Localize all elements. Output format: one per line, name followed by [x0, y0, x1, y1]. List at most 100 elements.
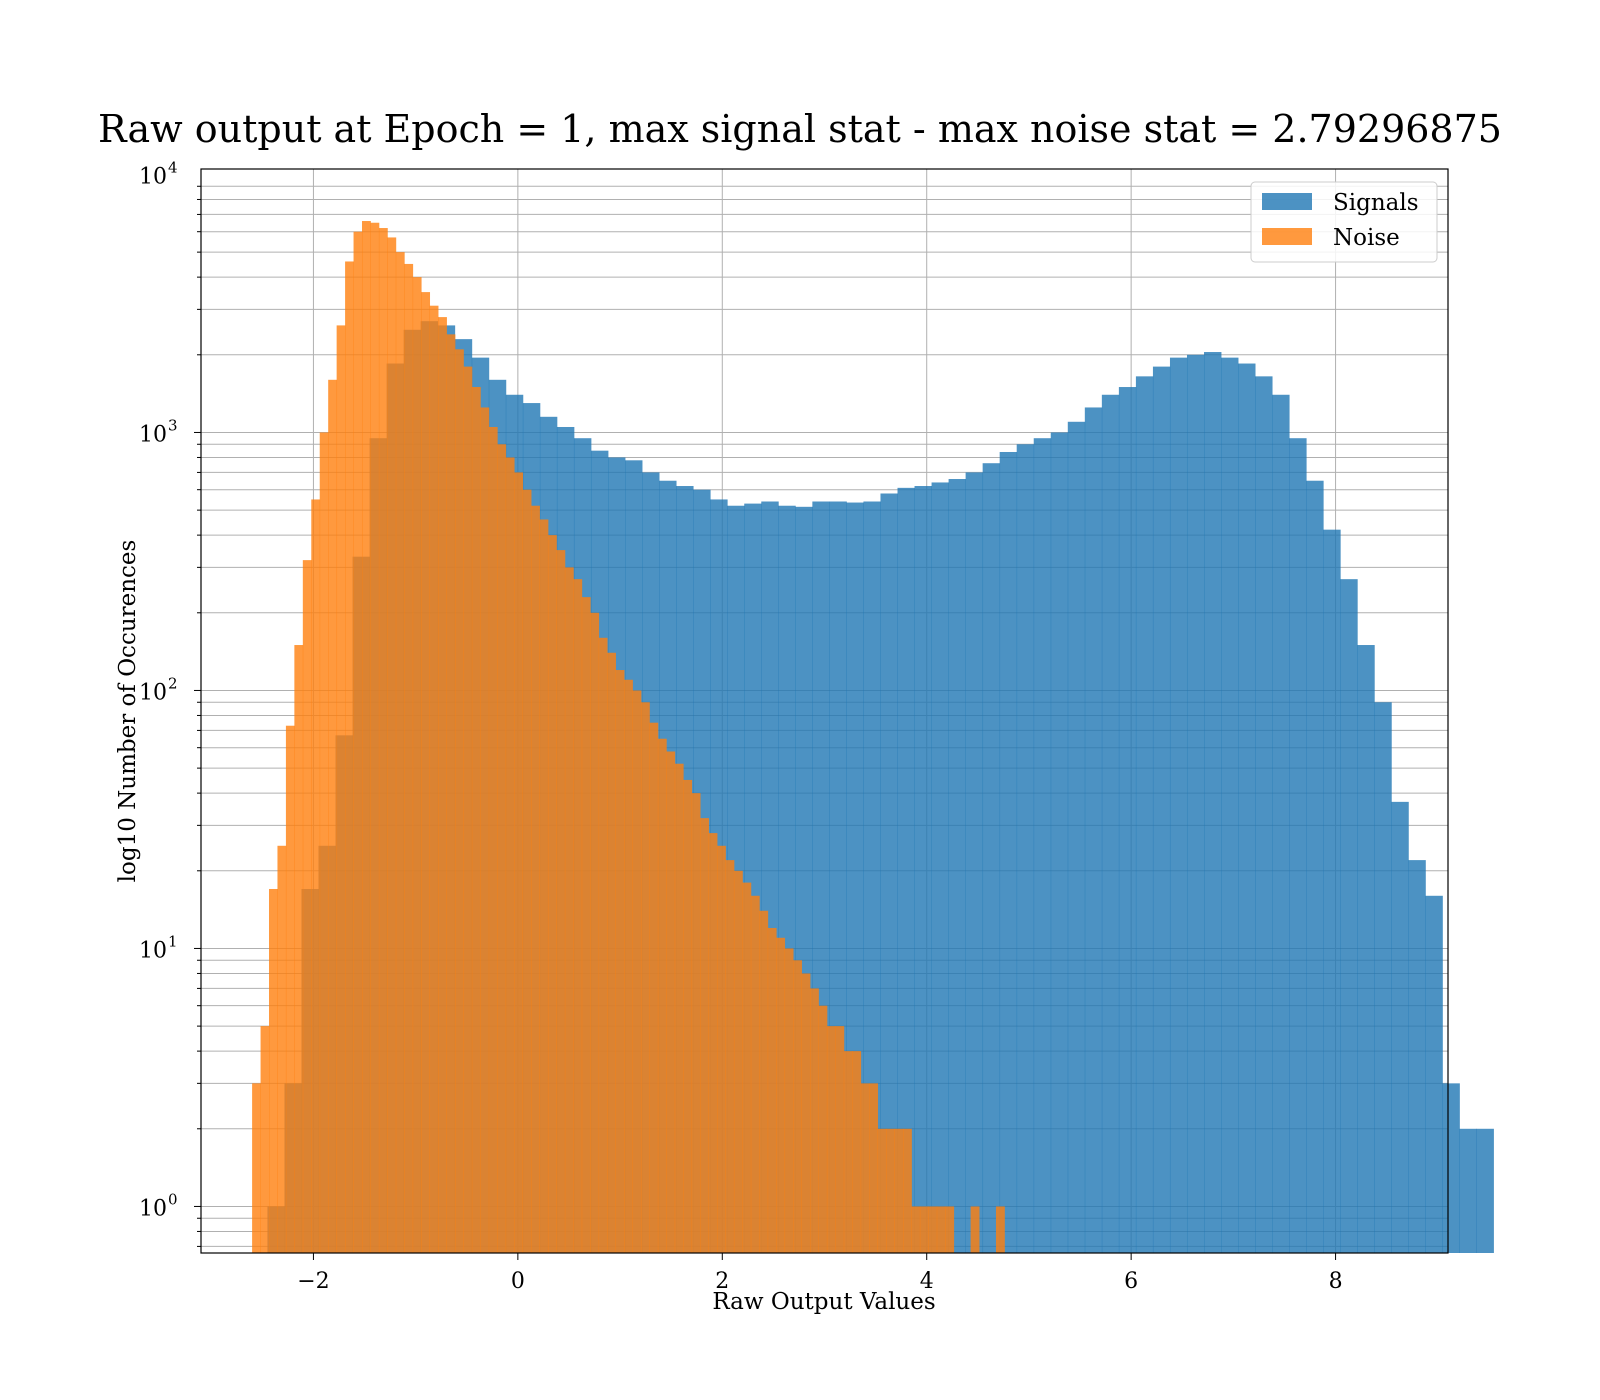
histogram-bar-signals [1272, 394, 1290, 1253]
legend-label-signals: Signals [1333, 190, 1419, 216]
histogram-bar-signals [1459, 1128, 1477, 1253]
histogram-bar-noise [607, 652, 616, 1253]
histogram-bar-noise [514, 472, 524, 1253]
histogram-bar-noise [886, 1128, 895, 1253]
histogram-bar-noise [361, 221, 371, 1254]
histogram-bar-noise [480, 407, 490, 1253]
histogram-bar-noise [970, 1206, 980, 1253]
histogram-bar-signals [1255, 376, 1273, 1253]
histogram-bar-noise [421, 292, 431, 1254]
histogram-bar-signals [1476, 1128, 1494, 1253]
series-noise [252, 221, 1005, 1254]
histogram-bar-noise [277, 845, 287, 1253]
histogram-bar-noise [522, 489, 532, 1254]
histogram-bar-signals [914, 486, 932, 1254]
histogram-bar-noise [590, 612, 600, 1253]
histogram-bar-signals [1340, 579, 1358, 1253]
histogram-bar-signals [999, 451, 1018, 1253]
histogram-bar-noise [894, 1128, 904, 1253]
histogram-bar-noise [378, 228, 388, 1253]
x-tick-label: 2 [715, 1269, 729, 1294]
histogram-bar-noise [869, 1083, 879, 1253]
histogram-bar-noise [429, 305, 439, 1253]
histogram-bar-noise [852, 1051, 862, 1253]
histogram-bar-noise [902, 1128, 912, 1253]
y-tick-label: 10 [139, 680, 167, 705]
histogram-bar-noise [598, 637, 608, 1253]
histogram-bar-signals [1357, 645, 1375, 1253]
histogram-bar-signals [1221, 357, 1239, 1253]
histogram-bar-noise [860, 1083, 870, 1253]
histogram-bar-noise [556, 550, 566, 1253]
histogram-bar-noise [818, 1005, 828, 1253]
histogram-bar-noise [505, 457, 515, 1253]
plot-frame [200, 168, 1449, 1254]
histogram-bar-noise [328, 379, 338, 1253]
histogram-bar-signals [1391, 801, 1409, 1253]
histogram-bar-signals [897, 487, 915, 1253]
histogram-bar-signals [1238, 363, 1256, 1254]
histogram-bar-noise [733, 870, 743, 1253]
histogram-bar-signals [1374, 702, 1392, 1253]
histogram-bar-noise [285, 725, 295, 1253]
histogram-bar-noise [759, 910, 769, 1253]
histogram-bar-noise [319, 432, 329, 1253]
histogram-bar-noise [810, 988, 819, 1253]
histogram-bar-noise [539, 519, 549, 1253]
histogram-bar-signals [880, 493, 898, 1253]
histogram-bar-noise [404, 263, 414, 1253]
histogram-bar-signals [982, 463, 1001, 1253]
histogram-bar-signals [1135, 376, 1154, 1253]
histogram-bar-noise [919, 1206, 929, 1253]
histogram-bar-noise [793, 960, 802, 1253]
histogram-bar-noise [666, 751, 676, 1253]
histogram-bar-noise [640, 702, 650, 1253]
histogram-bar-noise [336, 325, 346, 1254]
histogram-bar-noise [387, 237, 397, 1253]
histogram-bar-noise [767, 928, 777, 1253]
histogram-bar-noise [776, 937, 786, 1253]
y-tick-exponent: 1 [168, 932, 178, 950]
x-tick-label: 4 [920, 1269, 934, 1294]
histogram-bar-signals [948, 479, 967, 1254]
histogram-bar-signals [1118, 387, 1137, 1253]
histogram-bar-signals [1101, 394, 1120, 1253]
histogram-bar-noise [252, 1083, 261, 1253]
histogram-bar-signals [1408, 860, 1426, 1253]
histogram-bar-noise [632, 690, 642, 1253]
histogram-bar-noise [826, 1026, 836, 1253]
histogram-bar-noise [581, 597, 591, 1253]
histogram-bar-noise [412, 277, 422, 1253]
histogram-bar-noise [446, 334, 456, 1253]
histogram-bar-noise [717, 845, 726, 1253]
histogram-bar-signals [931, 482, 949, 1253]
histogram-bar-signals [965, 472, 984, 1253]
histogram-bar-noise [395, 252, 405, 1254]
histogram-bar-signals [1033, 438, 1052, 1253]
histogram-bar-noise [911, 1206, 921, 1253]
legend: Signals Noise [1250, 181, 1438, 263]
x-tick-label: 8 [1329, 1269, 1343, 1294]
x-axis-label: Raw Output Values [712, 1289, 935, 1315]
histogram-bar-signals [1050, 432, 1069, 1253]
x-tick-label: −2 [297, 1269, 329, 1294]
histogram-bar-noise [311, 499, 321, 1253]
x-axis-ticks: −2 0 2 4 6 8 [297, 1253, 1343, 1294]
histogram-bar-noise [488, 426, 498, 1254]
histogram-bar-noise [353, 231, 363, 1253]
histogram-bar-noise [345, 261, 354, 1253]
histogram-bar-signals [1169, 357, 1188, 1253]
y-tick-exponent: 2 [168, 674, 178, 692]
histogram-bar-noise [674, 763, 684, 1253]
chart-title: Raw output at Epoch = 1, max signal stat… [98, 107, 1502, 151]
histogram-bar-signals [1084, 407, 1103, 1253]
histogram-bar-noise [531, 505, 540, 1254]
histogram-bar-signals [1425, 895, 1443, 1253]
histogram-bar-signals [1016, 444, 1035, 1253]
histogram-bar-noise [454, 349, 464, 1253]
y-tick-label: 10 [139, 422, 167, 447]
histogram-bar-signals [1152, 366, 1171, 1253]
histogram-bar-noise [725, 860, 735, 1253]
